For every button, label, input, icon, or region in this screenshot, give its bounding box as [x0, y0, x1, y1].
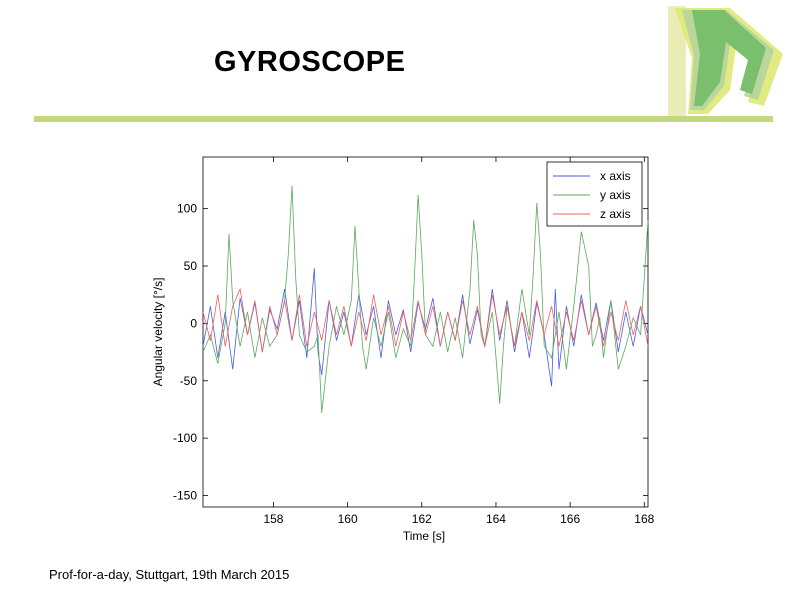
university-logo-icon	[668, 6, 788, 123]
x-tick-label: 164	[486, 512, 506, 526]
header-rule	[34, 116, 773, 122]
y-axis-label: Angular velocity [°/s]	[151, 278, 165, 387]
footer-text: Prof-for-a-day, Stuttgart, 19th March 20…	[49, 567, 290, 582]
x-tick-label: 168	[634, 512, 654, 526]
y-tick-label: -50	[180, 374, 198, 388]
series-lines	[202, 185, 649, 413]
y-tick-label: 100	[177, 202, 197, 216]
legend-label: y axis	[600, 188, 631, 202]
x-tick-label: 162	[412, 512, 432, 526]
legend-box	[546, 161, 643, 227]
series-line-z-axis	[202, 287, 649, 353]
y-tick-label: 50	[184, 259, 198, 273]
y-ticks: 100 50 0 -50 -100 -150	[173, 202, 648, 503]
y-tick-label: 0	[190, 316, 197, 330]
y-tick-label: -150	[173, 489, 197, 503]
x-tick-label: 160	[338, 512, 358, 526]
x-ticks: 158 160 162 164 166 168	[263, 157, 655, 526]
x-tick-label: 158	[263, 512, 283, 526]
legend-label: x axis	[600, 169, 631, 183]
slide-title: GYROSCOPE	[214, 46, 406, 78]
x-axis-label: Time [s]	[403, 529, 445, 543]
legend-label: z axis	[600, 207, 631, 221]
x-tick-label: 166	[560, 512, 580, 526]
series-line-y-axis	[202, 185, 649, 413]
y-tick-label: -100	[173, 431, 197, 445]
legend: x axis y axis z axis	[546, 161, 643, 227]
